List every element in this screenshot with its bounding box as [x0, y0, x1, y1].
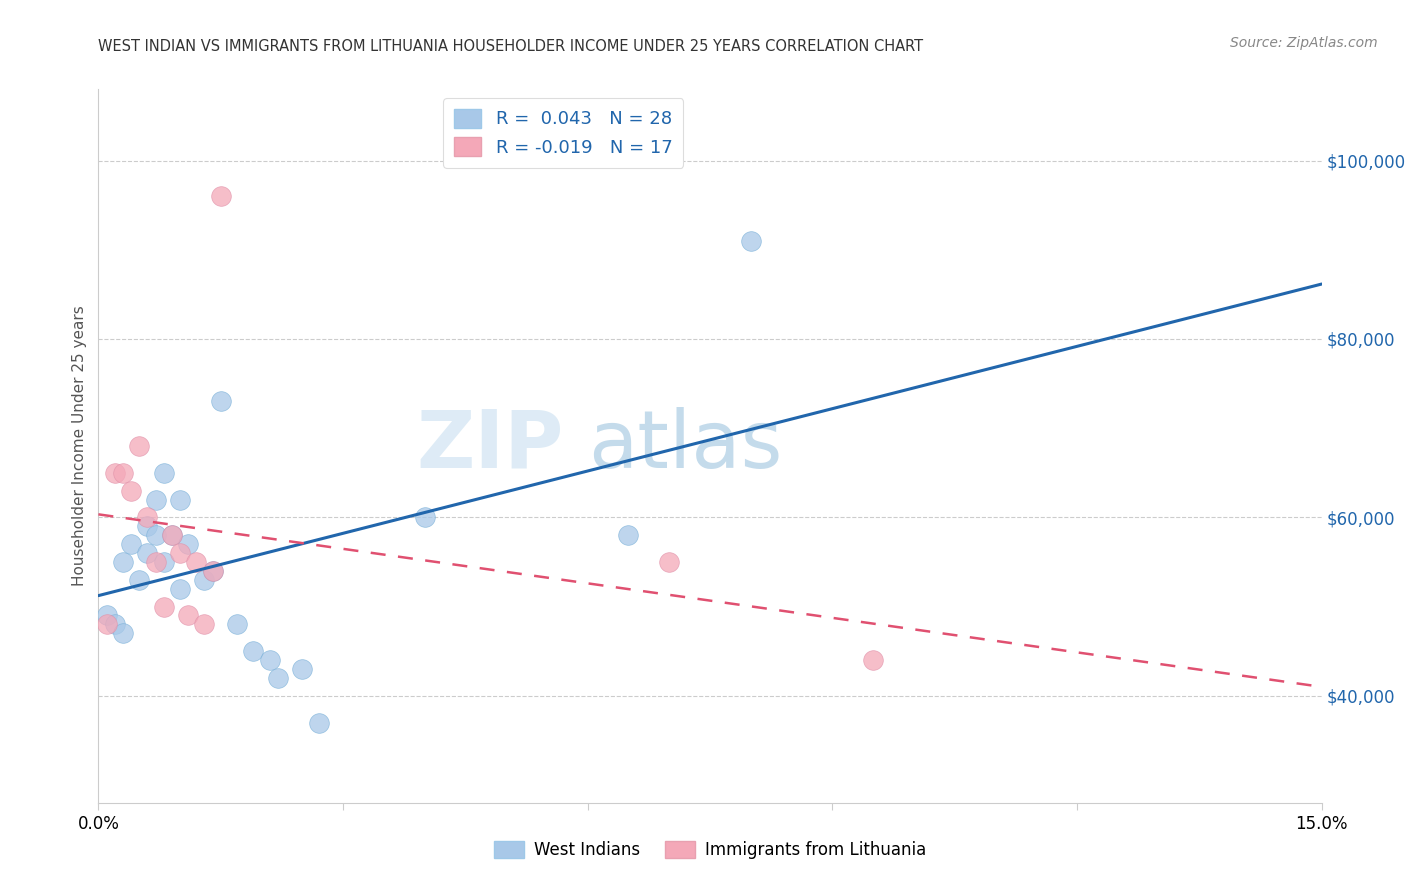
Point [177, 537, 200, 551]
Point [413, 510, 436, 524]
Legend: West Indians, Immigrants from Lithuania: West Indians, Immigrants from Lithuania [486, 834, 934, 866]
Point [145, 555, 167, 569]
Point [96, 608, 118, 623]
Text: atlas: atlas [588, 407, 782, 485]
Point [177, 608, 200, 623]
Point [145, 492, 167, 507]
Point [160, 528, 183, 542]
Point [617, 528, 640, 542]
Point [242, 644, 264, 658]
Point [209, 394, 232, 409]
Point [291, 662, 314, 676]
Point [259, 653, 281, 667]
Point [160, 528, 183, 542]
Point [152, 555, 174, 569]
Point [267, 671, 290, 685]
Point [152, 599, 174, 614]
Text: Source: ZipAtlas.com: Source: ZipAtlas.com [1230, 36, 1378, 50]
Point [209, 189, 232, 203]
Point [201, 564, 224, 578]
Point [658, 555, 681, 569]
Point [193, 617, 215, 632]
Point [104, 617, 127, 632]
Text: WEST INDIAN VS IMMIGRANTS FROM LITHUANIA HOUSEHOLDER INCOME UNDER 25 YEARS CORRE: WEST INDIAN VS IMMIGRANTS FROM LITHUANIA… [98, 38, 924, 54]
Point [136, 546, 159, 560]
Point [111, 555, 134, 569]
Y-axis label: Householder Income Under 25 years: Householder Income Under 25 years [72, 306, 87, 586]
Point [128, 439, 150, 453]
Point [169, 546, 191, 560]
Point [104, 466, 127, 480]
Point [111, 626, 134, 640]
Point [193, 573, 215, 587]
Point [862, 653, 884, 667]
Point [96, 617, 118, 632]
Point [136, 510, 159, 524]
Point [169, 492, 191, 507]
Point [145, 528, 167, 542]
Point [201, 564, 224, 578]
Point [136, 519, 159, 533]
Point [169, 582, 191, 596]
Point [226, 617, 249, 632]
Point [128, 573, 150, 587]
Point [120, 537, 142, 551]
Point [111, 466, 134, 480]
Text: ZIP: ZIP [416, 407, 564, 485]
Point [120, 483, 142, 498]
Point [308, 715, 330, 730]
Point [186, 555, 208, 569]
Point [152, 466, 174, 480]
Point [740, 234, 762, 248]
